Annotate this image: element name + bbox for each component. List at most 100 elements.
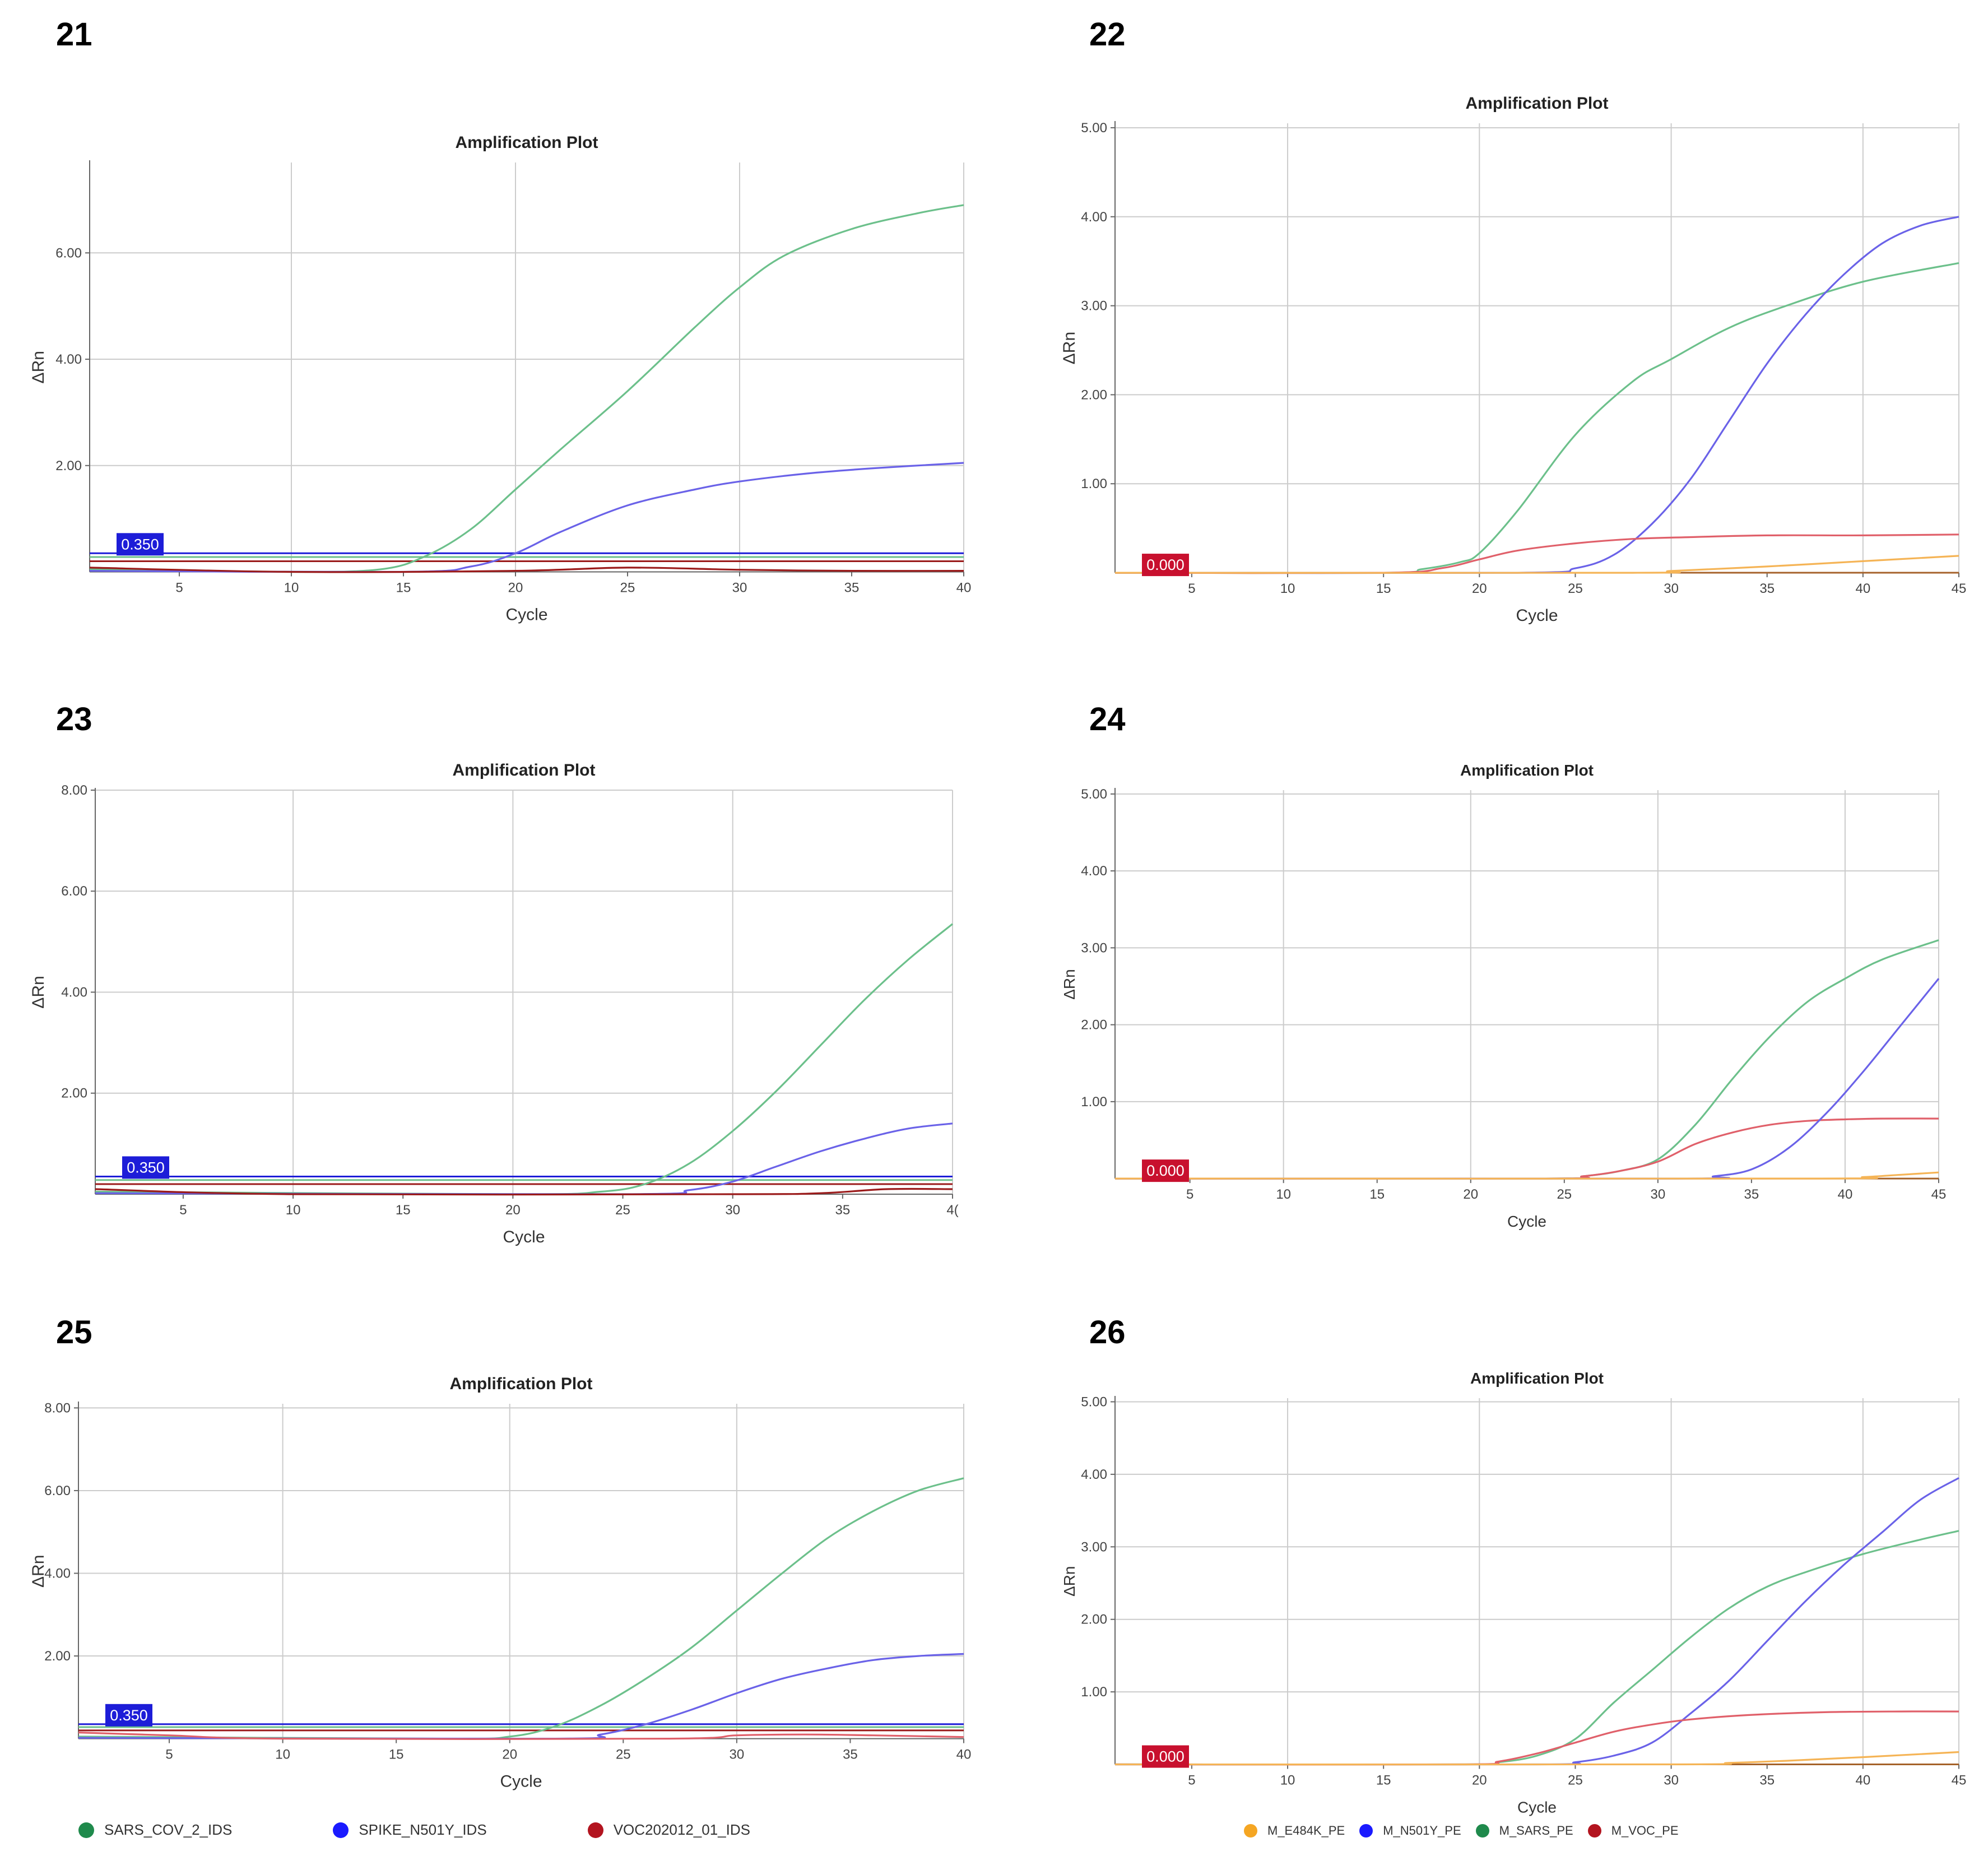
x-tick-label: 30 bbox=[730, 1747, 745, 1762]
x-tick-label: 5 bbox=[1188, 581, 1195, 596]
amplification-plot-22: Amplification Plot 1.00 2.00 3.00 4.00 5.00 5 1… bbox=[1060, 94, 1967, 625]
x-tick-label: 35 bbox=[844, 581, 860, 596]
x-tick-label: 45 bbox=[1952, 1773, 1967, 1788]
chart-title: Amplification Plot bbox=[1466, 94, 1609, 113]
y-tick-label: 4.00 bbox=[1081, 210, 1107, 225]
y-tick-label: 2.00 bbox=[44, 1649, 71, 1664]
y-tick-label: 8.00 bbox=[61, 783, 87, 798]
y-tick-label: 2.00 bbox=[1081, 1612, 1107, 1627]
legend-item-voc202012-01-ids: VOC202012_01_IDS bbox=[587, 1821, 750, 1839]
x-tick-label: 20 bbox=[508, 581, 523, 596]
legend-item-m-e484k-pe: M_E484K_PE bbox=[1244, 1823, 1345, 1838]
legend-label: SPIKE_N501Y_IDS bbox=[359, 1821, 487, 1838]
chart-title: Amplification Plot bbox=[453, 761, 596, 779]
x-tick-label: 40 bbox=[956, 581, 972, 596]
x-tick-label: 35 bbox=[1744, 1187, 1759, 1202]
legend-dot-icon bbox=[587, 1822, 603, 1838]
y-tick-label: 2.00 bbox=[55, 458, 82, 474]
legend-item-spike-n501y-ids: SPIKE_N501Y_IDS bbox=[333, 1821, 487, 1839]
x-tick-label: 40 bbox=[1856, 581, 1871, 596]
series-line-m-sars-pe bbox=[1114, 262, 1959, 574]
y-tick-label: 4.00 bbox=[1081, 1467, 1107, 1482]
threshold-label: 0.350 bbox=[127, 1159, 165, 1176]
panel-label-26: 26 bbox=[1089, 1314, 1126, 1351]
legend-dot-icon bbox=[78, 1822, 94, 1838]
chart-title: Amplification Plot bbox=[456, 133, 598, 152]
y-tick-label: 2.00 bbox=[1081, 387, 1107, 402]
y-axis-label: ΔRn bbox=[29, 351, 48, 383]
x-tick-label: 20 bbox=[1472, 581, 1487, 596]
series-line-sars-cov-2-ids bbox=[78, 1477, 964, 1740]
threshold-label-box bbox=[117, 533, 164, 556]
x-tick-label: 15 bbox=[389, 1747, 404, 1762]
x-tick-label: 30 bbox=[732, 581, 747, 596]
x-tick-label: 35 bbox=[843, 1747, 858, 1762]
threshold-label: 0.000 bbox=[1146, 556, 1185, 573]
y-tick-label: 4.00 bbox=[1081, 864, 1107, 879]
series-line-voc202012-01-ids bbox=[95, 1187, 953, 1196]
legend-dot-icon bbox=[1244, 1824, 1257, 1838]
y-tick-label: 2.00 bbox=[1081, 1018, 1107, 1033]
x-tick-label: 4( bbox=[946, 1203, 958, 1218]
y-axis-label: ΔRn bbox=[29, 976, 48, 1008]
legend-dot-icon bbox=[1587, 1824, 1601, 1838]
x-tick-label: 35 bbox=[835, 1203, 850, 1218]
x-tick-label: 25 bbox=[1557, 1187, 1572, 1202]
threshold-label: 0.350 bbox=[121, 536, 159, 553]
x-tick-label: 20 bbox=[1463, 1187, 1478, 1202]
y-tick-label: 6.00 bbox=[44, 1483, 71, 1498]
series-line-m-sars-pe bbox=[1114, 939, 1939, 1180]
x-tick-label: 45 bbox=[1952, 581, 1967, 596]
panel-label-22: 22 bbox=[1089, 16, 1126, 53]
x-tick-label: 10 bbox=[286, 1203, 301, 1218]
y-tick-label: 4.00 bbox=[61, 985, 87, 1000]
x-tick-label: 15 bbox=[1369, 1187, 1385, 1202]
series-line-voc202012-01-ids bbox=[89, 567, 964, 573]
x-tick-label: 15 bbox=[396, 581, 411, 596]
legend-label: M_N501Y_PE bbox=[1383, 1823, 1461, 1838]
x-tick-label: 25 bbox=[620, 581, 635, 596]
x-tick-label: 10 bbox=[284, 581, 299, 596]
x-axis-label: Cycle bbox=[503, 1228, 545, 1246]
y-axis-label: ΔRn bbox=[1061, 969, 1078, 1000]
y-axis-label: ΔRn bbox=[1061, 1566, 1078, 1597]
legend-dot-icon bbox=[1359, 1824, 1373, 1838]
y-tick-label: 4.00 bbox=[55, 352, 82, 367]
x-tick-label: 10 bbox=[1280, 1773, 1295, 1788]
series-line-spike-n501y-ids bbox=[78, 1653, 964, 1740]
series-line-m-e484k-pe bbox=[1114, 1751, 1959, 1766]
legend-item-sars-cov-2-ids: SARS_COV_2_IDS bbox=[78, 1821, 232, 1839]
x-tick-label: 30 bbox=[1664, 581, 1679, 596]
legend-label: SARS_COV_2_IDS bbox=[104, 1821, 233, 1838]
x-tick-label: 15 bbox=[1376, 581, 1391, 596]
legend-label: M_SARS_PE bbox=[1499, 1823, 1573, 1838]
panel-label-23: 23 bbox=[56, 701, 92, 737]
y-tick-label: 8.00 bbox=[44, 1400, 71, 1416]
x-axis-label: Cycle bbox=[1516, 606, 1558, 625]
series-line-m-voc-pe bbox=[1114, 533, 1959, 574]
x-tick-label: 20 bbox=[502, 1747, 517, 1762]
legend-item-m-voc-pe: M_VOC_PE bbox=[1587, 1823, 1679, 1838]
x-tick-label: 20 bbox=[505, 1203, 521, 1218]
threshold-label-box bbox=[122, 1156, 169, 1179]
amplification-plot-23: Amplification Plot 2.00 4.00 6.00 8.00 5 10 15 2… bbox=[29, 761, 959, 1246]
legend-dot-icon bbox=[1475, 1824, 1489, 1838]
panel-label-25: 25 bbox=[56, 1314, 92, 1351]
x-tick-label: 40 bbox=[956, 1747, 972, 1762]
y-tick-label: 5.00 bbox=[1081, 787, 1107, 802]
panel-label-21: 21 bbox=[56, 16, 92, 53]
threshold-label: 0.000 bbox=[1146, 1162, 1185, 1179]
y-tick-label: 6.00 bbox=[55, 245, 82, 261]
series-line-m-voc-pe bbox=[1114, 1117, 1939, 1180]
x-tick-label: 30 bbox=[725, 1203, 740, 1218]
chart-title: Amplification Plot bbox=[450, 1375, 593, 1393]
y-tick-label: 3.00 bbox=[1081, 1539, 1107, 1555]
threshold-label: 0.350 bbox=[110, 1707, 148, 1724]
legend-label: M_VOC_PE bbox=[1611, 1823, 1679, 1838]
legend-label: VOC202012_01_IDS bbox=[613, 1821, 750, 1838]
series-line-m-n501y-pe bbox=[1114, 978, 1940, 1180]
threshold-label-box bbox=[1142, 1159, 1189, 1182]
amplification-plot-21: Amplification Plot 2.00 4.00 6.00 5 10 15 20 25 3… bbox=[29, 133, 972, 624]
x-tick-label: 25 bbox=[616, 1747, 631, 1762]
x-tick-label: 30 bbox=[1651, 1187, 1666, 1202]
